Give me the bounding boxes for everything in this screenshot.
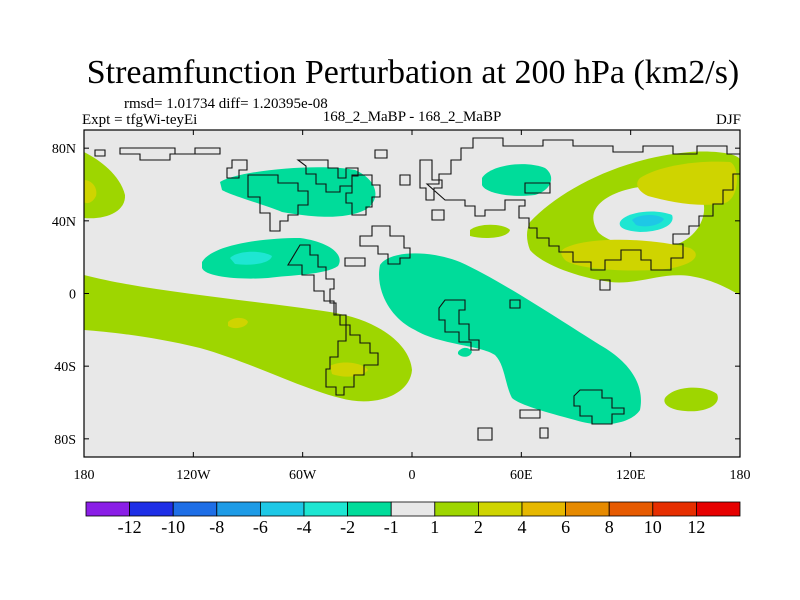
x-tick-label: 120W <box>176 468 211 483</box>
x-tick-label: 60W <box>289 468 317 483</box>
colorbar-swatch <box>652 501 697 517</box>
contour-field-positive-indian <box>470 224 510 238</box>
comparison-label: 168_2_MaBP - 168_2_MaBP <box>323 109 502 125</box>
contour-fields <box>84 137 740 441</box>
colorbar-swatch <box>85 501 130 517</box>
contour-field-asia-high <box>561 239 696 271</box>
contour-field-negative-tropical-indian <box>379 253 641 425</box>
colorbar-label: -10 <box>161 517 185 537</box>
contour-field-south-atlantic-high <box>330 362 368 377</box>
colorbar-label: 6 <box>561 517 570 537</box>
contour-field-core-negative-asia <box>632 214 664 227</box>
contour-field-positive-australia <box>664 387 718 412</box>
contour-field-positive-tropical-band <box>84 275 412 402</box>
contour-field-negative-west-asia <box>482 164 552 196</box>
colorbar-label: 2 <box>474 517 483 537</box>
x-tick-label: 180 <box>74 468 95 483</box>
x-tick-label: 180 <box>730 468 751 483</box>
colorbar-swatch <box>477 501 523 517</box>
y-tick-label: 0 <box>69 288 76 303</box>
colorbar-swatch <box>521 501 566 517</box>
contour-field-south-pacific-high <box>228 317 248 329</box>
contour-field-strong-negative-pacific <box>230 251 272 265</box>
contour-field-positive-north-pacific <box>84 152 126 219</box>
contour-field-negative-north-america <box>220 167 376 217</box>
axis-ticks: 180 120W 60W 0 60E 120E 180 80N 40N 0 40S 80S <box>52 130 751 483</box>
colorbar-label: -4 <box>297 517 312 537</box>
colorbar-swatch <box>390 501 436 517</box>
contour-field-pacific-high <box>637 161 737 205</box>
x-tick-label: 0 <box>409 468 416 483</box>
season-label: DJF <box>716 112 741 128</box>
colorbar-label: -2 <box>340 517 355 537</box>
colorbar-swatch <box>216 501 261 517</box>
colorbar-label: -12 <box>118 517 142 537</box>
colorbar-swatch <box>696 501 741 517</box>
colorbar-label: -8 <box>209 517 224 537</box>
x-tick-label: 120E <box>616 468 646 483</box>
y-tick-label: 40S <box>54 360 76 375</box>
contour-field-dateline-high <box>84 180 97 204</box>
colorbar-swatch <box>565 501 610 517</box>
colorbar-label: -1 <box>384 517 399 537</box>
contour-field-negative-small-south <box>458 347 472 357</box>
colorbar-label: 1 <box>430 517 439 537</box>
y-tick-label: 80N <box>52 142 76 157</box>
colorbar-swatch <box>303 501 348 517</box>
y-tick-label: 40N <box>52 215 76 230</box>
colorbar-swatch <box>608 501 654 517</box>
colorbar-label: 10 <box>644 517 662 537</box>
coastlines <box>94 137 740 441</box>
experiment-label: Expt = tfgWi-teyEi <box>82 112 197 128</box>
contour-field-negative-east-pacific <box>202 238 340 279</box>
colorbar: -12 -10 -8 -6 -4 -2 -1 1 2 4 6 8 10 12 <box>85 501 741 537</box>
colorbar-swatch <box>129 501 174 517</box>
colorbar-label: 4 <box>518 517 527 537</box>
rmsd-label: rmsd= 1.01734 diff= 1.20395e-08 <box>124 96 328 112</box>
colorbar-swatch <box>259 501 305 517</box>
chart-title: Streamfunction Perturbation at 200 hPa (… <box>87 54 740 91</box>
colorbar-swatch <box>172 501 218 517</box>
y-tick-label: 80S <box>54 433 76 448</box>
colorbar-swatch <box>347 501 392 517</box>
colorbar-swatch <box>434 501 479 517</box>
colorbar-label: -6 <box>253 517 268 537</box>
colorbar-label: 12 <box>687 517 705 537</box>
colorbar-label: 8 <box>605 517 614 537</box>
x-tick-label: 60E <box>510 468 533 483</box>
